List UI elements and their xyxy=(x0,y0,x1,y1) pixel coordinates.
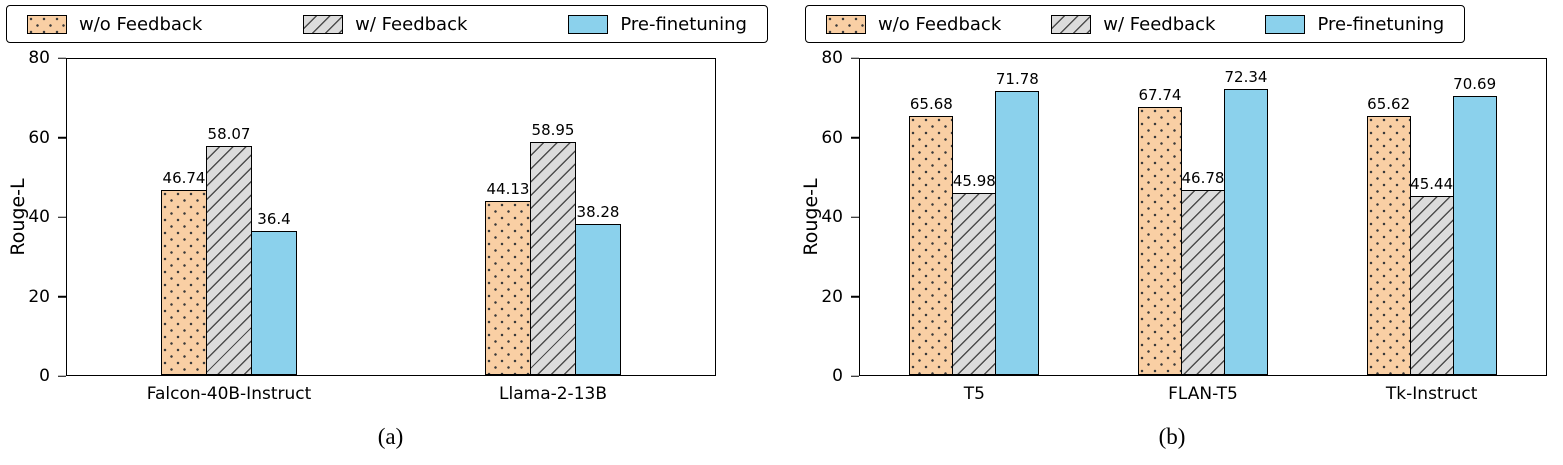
legend-label: w/ Feedback xyxy=(355,13,468,35)
plot-area: 65.68 45.98 71.78 T5 67.74 46.78 72.34 FLAN-T5 6… xyxy=(859,58,1547,404)
panel-caption: (b) xyxy=(1158,424,1186,449)
y-tick-label: 80 xyxy=(821,48,843,68)
y-tick-mark xyxy=(851,375,859,377)
legend-swatch-solid xyxy=(1265,14,1306,34)
bar-w-feedback: 45.44 xyxy=(1409,175,1454,375)
legend-label: w/ Feedback xyxy=(1103,13,1216,35)
legend-b: w/o Feedback w/ Feedback Pre-finetuning xyxy=(805,5,1466,43)
bar-w-o-feedback: 46.74 xyxy=(161,169,207,375)
panel-a: w/o Feedback w/ Feedback Pre-finetuning … xyxy=(0,0,781,465)
y-tick-label: 40 xyxy=(28,207,50,227)
bar-group: 67.74 46.78 72.34 FLAN-T5 xyxy=(1137,59,1268,404)
legend-a: w/o Feedback w/ Feedback Pre-finetuning xyxy=(6,5,768,43)
bar-w-feedback: 58.95 xyxy=(530,121,576,375)
y-tick-mark xyxy=(58,136,66,139)
bar-value-label: 65.68 xyxy=(909,94,953,113)
bar-w-o-feedback: 65.68 xyxy=(909,95,954,375)
bar-group: 65.68 45.98 71.78 T5 xyxy=(909,59,1040,404)
y-tick-mark xyxy=(851,295,859,298)
y-tick-mark xyxy=(851,136,859,139)
bar-group: 65.62 45.44 70.69 Tk-Instruct xyxy=(1366,59,1497,404)
bar-w-o-feedback: 65.62 xyxy=(1366,95,1411,375)
y-tick-label: 40 xyxy=(821,207,843,227)
bar-group: 46.74 58.07 36.4 Falcon-40B-Instruct xyxy=(147,59,312,404)
bar-pre-finetuning: 70.69 xyxy=(1452,75,1497,375)
y-tick-label: 0 xyxy=(832,366,843,386)
y-tick-label: 20 xyxy=(821,286,843,307)
x-category-label: T5 xyxy=(963,384,985,404)
bar-value-label: 71.78 xyxy=(995,70,1039,89)
bar-w-feedback: 58.07 xyxy=(206,125,252,375)
y-tick-mark xyxy=(851,57,859,59)
legend-swatch-diagonal xyxy=(303,14,344,34)
legend-swatch-dots xyxy=(826,14,866,34)
y-tick-label: 20 xyxy=(28,286,50,307)
y-tick-label: 0 xyxy=(39,366,50,386)
plot-area: 46.74 58.07 36.4 Falcon-40B-Instruct 44.13 58… xyxy=(66,58,716,404)
y-axis: 0 20 40 60 80 xyxy=(793,48,859,386)
bar-w-feedback: 45.98 xyxy=(952,172,997,375)
bar-value-label: 46.74 xyxy=(162,169,206,188)
y-tick-mark xyxy=(851,216,859,218)
bar-pre-finetuning: 72.34 xyxy=(1223,68,1268,375)
y-tick-label: 60 xyxy=(28,127,50,148)
legend-item: w/ Feedback xyxy=(1051,14,1215,35)
x-category-label: Llama-2-13B xyxy=(499,384,607,404)
legend-swatch-solid xyxy=(568,14,609,34)
bar-w-o-feedback: 67.74 xyxy=(1137,86,1182,375)
bar-value-label: 67.74 xyxy=(1138,86,1182,105)
bar-value-label: 45.98 xyxy=(952,172,996,191)
bar-value-label: 38.28 xyxy=(576,202,620,221)
bar-value-label: 36.4 xyxy=(257,210,291,229)
x-category-label: Falcon-40B-Instruct xyxy=(146,384,312,404)
bar-value-label: 58.07 xyxy=(207,124,251,143)
x-category-label: Tk-Instruct xyxy=(1385,384,1478,404)
legend-swatch-dots xyxy=(27,14,67,34)
legend-label: w/o Feedback xyxy=(878,13,1002,35)
y-axis: 0 20 40 60 80 xyxy=(0,48,66,386)
legend-label: Pre-finetuning xyxy=(620,13,747,35)
y-tick-mark xyxy=(58,295,66,298)
legend-item: w/ Feedback xyxy=(303,14,467,35)
legend-item: w/o Feedback xyxy=(826,14,1001,35)
bar-group: 44.13 58.95 38.28 Llama-2-13B xyxy=(485,59,621,404)
y-tick-label: 80 xyxy=(28,48,50,68)
bar-value-label: 45.44 xyxy=(1410,174,1454,193)
y-tick-mark xyxy=(58,375,66,377)
bar-w-feedback: 46.78 xyxy=(1180,169,1225,375)
bar-value-label: 72.34 xyxy=(1224,68,1268,87)
bar-pre-finetuning: 38.28 xyxy=(575,203,621,375)
panel-caption: (a) xyxy=(377,424,404,449)
legend-label: Pre-finetuning xyxy=(1317,13,1445,35)
bar-value-label: 44.13 xyxy=(486,179,530,198)
bar-value-label: 58.95 xyxy=(531,121,575,140)
panel-b: w/o Feedback w/ Feedback Pre-finetuning … xyxy=(781,0,1563,465)
legend-item: w/o Feedback xyxy=(27,14,202,35)
y-tick-mark xyxy=(58,216,66,218)
bar-w-o-feedback: 44.13 xyxy=(485,180,531,375)
bar-value-label: 65.62 xyxy=(1367,94,1411,113)
legend-label: w/o Feedback xyxy=(79,13,203,35)
bar-pre-finetuning: 71.78 xyxy=(995,70,1040,375)
bar-value-label: 46.78 xyxy=(1181,169,1225,188)
legend-swatch-diagonal xyxy=(1051,14,1092,34)
legend-item: Pre-finetuning xyxy=(568,14,747,35)
bar-pre-finetuning: 36.4 xyxy=(251,210,297,375)
x-category-label: FLAN-T5 xyxy=(1168,384,1238,404)
y-tick-label: 60 xyxy=(821,127,843,148)
y-tick-mark xyxy=(58,57,66,59)
legend-item: Pre-finetuning xyxy=(1265,14,1444,35)
bar-value-label: 70.69 xyxy=(1453,74,1497,93)
